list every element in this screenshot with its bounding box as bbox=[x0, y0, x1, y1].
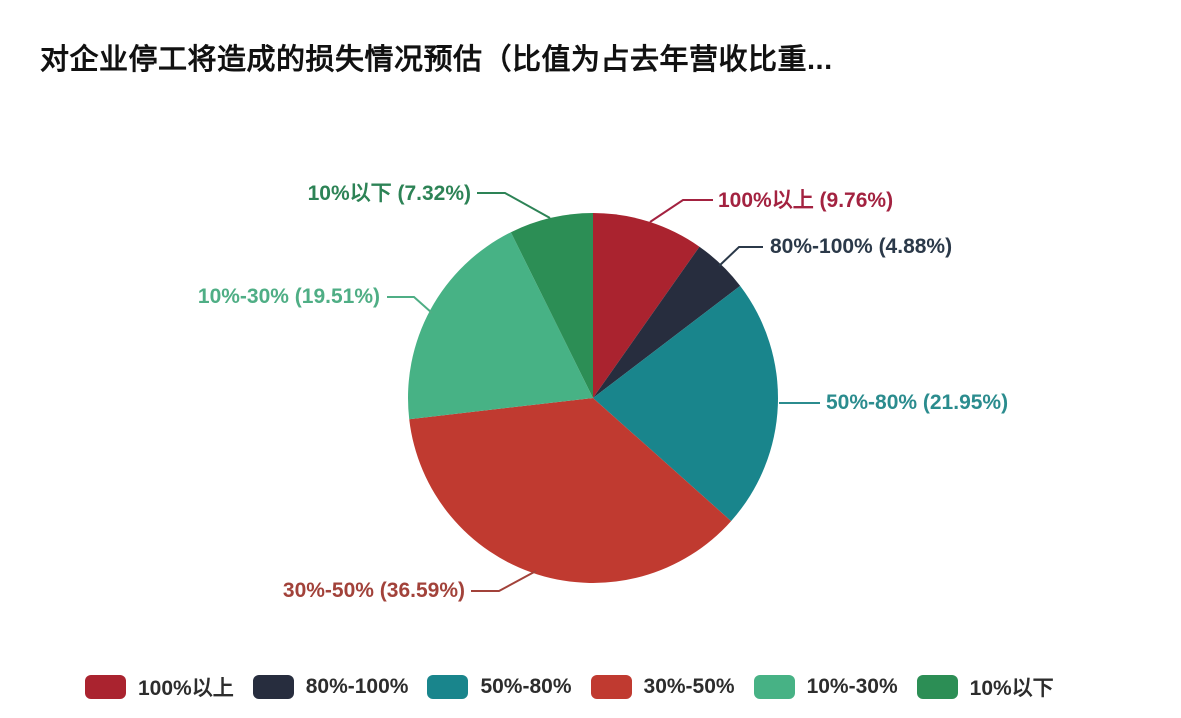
slice-callout-10-30: 10%-30% (19.51%) bbox=[197, 285, 380, 308]
slice-callout-100-and-above: 100%以上 (9.76%) bbox=[718, 189, 894, 212]
legend-swatch-0 bbox=[85, 675, 126, 699]
legend-label-1: 80%-100% bbox=[305, 675, 409, 698]
legend: 100%以上 80%-100% 50%-80% 30%-50% 10%-30% 10%以下 bbox=[85, 672, 1054, 702]
legend-label-2: 50%-80% bbox=[480, 675, 572, 698]
legend-item-1[interactable]: 80%-100% bbox=[252, 675, 409, 699]
legend-swatch-4 bbox=[753, 675, 795, 699]
slice-callout-80-100: 80%-100% (4.88%) bbox=[770, 235, 953, 258]
legend-item-5[interactable]: 10%以下 bbox=[916, 672, 1054, 702]
slice-callout-below-10: 10%以下 (7.32%) bbox=[307, 182, 471, 205]
chart-title: 对企业停工将造成的损失情况预估（比值为占去年营收比重... bbox=[40, 44, 833, 76]
pie-slice-0[interactable] bbox=[593, 213, 700, 398]
leader-line-0 bbox=[649, 199, 713, 223]
legend-swatch-1 bbox=[252, 675, 294, 699]
legend-label-3: 30%-50% bbox=[643, 675, 735, 698]
pie-slice-1[interactable] bbox=[593, 246, 741, 398]
legend-label-5: 10%以下 bbox=[969, 677, 1054, 700]
leader-line-1 bbox=[718, 246, 763, 267]
slice-callout-30-50: 30%-50% (36.59%) bbox=[282, 579, 465, 602]
legend-item-2[interactable]: 50%-80% bbox=[427, 675, 572, 699]
leader-line-4 bbox=[387, 296, 433, 314]
pie-slice-2[interactable] bbox=[593, 285, 778, 522]
pie-slice-4[interactable] bbox=[408, 232, 593, 420]
legend-swatch-2 bbox=[427, 675, 469, 699]
legend-swatch-5 bbox=[916, 675, 958, 699]
legend-label-4: 10%-30% bbox=[806, 675, 898, 698]
leader-line-5 bbox=[477, 192, 551, 219]
legend-item-3[interactable]: 30%-50% bbox=[590, 675, 735, 699]
pie-slice-3[interactable] bbox=[409, 398, 732, 583]
leader-line-3 bbox=[471, 570, 537, 592]
legend-item-0[interactable]: 100%以上 bbox=[85, 672, 234, 702]
legend-item-4[interactable]: 10%-30% bbox=[753, 675, 898, 699]
legend-label-0: 100%以上 bbox=[138, 677, 234, 700]
legend-swatch-3 bbox=[590, 675, 632, 699]
pie-slice-5[interactable] bbox=[510, 213, 593, 398]
slice-callout-50-80: 50%-80% (21.95%) bbox=[826, 391, 1009, 414]
